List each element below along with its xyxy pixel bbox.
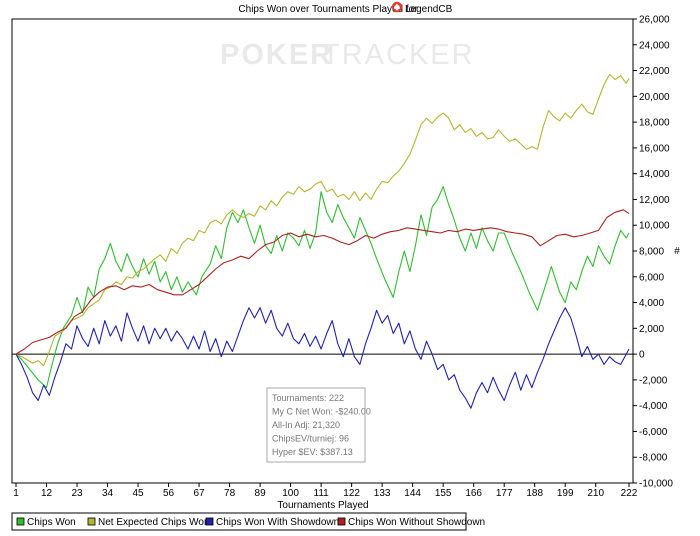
- x-axis-label: Tournaments Played: [277, 500, 368, 511]
- x-tick-label: 12: [41, 488, 53, 499]
- y-tick-label: 26,000: [639, 15, 670, 26]
- y-tick-label: -8,000: [639, 453, 668, 464]
- tooltip-line: Tournaments: 222: [272, 393, 344, 403]
- y-tick-label: 18,000: [639, 118, 670, 129]
- y-tick-label: 0: [639, 350, 645, 361]
- legend-label-chips-won-with-showdown: Chips Won With Showdown: [216, 517, 339, 528]
- x-tick-label: 133: [374, 488, 391, 499]
- y-tick-label: -6,000: [639, 427, 668, 438]
- legend-swatch-chips-won-with-showdown: [205, 517, 214, 526]
- tooltip-lines: Tournaments: 222 My C Net Won: -$240.00 Al…: [272, 393, 371, 457]
- y-tick-label: 4,000: [639, 298, 664, 309]
- pokertracker-watermark: POKER TRACKER: [220, 39, 475, 71]
- legend-frame: [11, 512, 467, 531]
- legend-label-chips-won-without-showdown: Chips Won Without Showdown: [348, 517, 485, 528]
- player-name: LegendCB: [405, 4, 453, 15]
- x-tick-label: 89: [255, 488, 267, 499]
- legend-swatch-chips-won: [16, 517, 25, 526]
- x-tick-label: 1: [13, 488, 19, 499]
- watermark-tracker: TRACKER: [322, 39, 475, 71]
- chart-title-text: Chips Won over Tournaments Played for: [238, 4, 418, 15]
- y-tick-label: 6,000: [639, 272, 664, 283]
- x-tick-label: 199: [557, 488, 574, 499]
- x-tick-label: 23: [71, 488, 83, 499]
- x-axis-ticks: 1 12 23 34 45 56 67 78 89 100 111 122 133 144 155 166 17…: [13, 483, 638, 499]
- pokerstars-spade-icon: [391, 1, 403, 13]
- y-tick-label: 14,000: [639, 169, 670, 180]
- x-tick-label: 45: [132, 488, 144, 499]
- tooltip-frame: [266, 387, 366, 463]
- series-line-chips-won-with-showdown: [15, 307, 630, 409]
- x-tick-label: 67: [194, 488, 206, 499]
- y-tick-label: 10,000: [639, 221, 670, 232]
- x-tick-label: 155: [435, 488, 452, 499]
- legend-label-chips-won: Chips Won: [27, 517, 76, 528]
- x-tick-label: 210: [587, 488, 604, 499]
- series-line-chips-won: [15, 186, 630, 389]
- tooltip-box: Tournaments: 222 My C Net Won: -$240.00 Al…: [266, 387, 371, 463]
- watermark-poker: POKER: [220, 39, 333, 71]
- x-tick-label: 78: [224, 488, 236, 499]
- y-axis-label: #: [674, 246, 680, 257]
- y-tick-label: 22,000: [639, 66, 670, 77]
- y-tick-label: 24,000: [639, 40, 670, 51]
- y-tick-label: 12,000: [639, 195, 670, 206]
- y-tick-label: 16,000: [639, 143, 670, 154]
- series-line-net-expected-chips-won: [15, 73, 630, 367]
- chart-title: Chips Won over Tournaments Played for Le…: [238, 1, 453, 15]
- x-tick-label: 166: [465, 488, 482, 499]
- y-tick-label: -2,000: [639, 375, 668, 386]
- legend-label-net-expected-chips-won: Net Expected Chips Won: [98, 517, 210, 528]
- y-tick-label: -10,000: [639, 479, 673, 490]
- y-tick-label: 8,000: [639, 247, 664, 258]
- legend-swatch-chips-won-without-showdown: [337, 517, 346, 526]
- x-tick-label: 100: [282, 488, 299, 499]
- tooltip-line: All-In Adj: 21,320: [272, 420, 340, 430]
- y-axis-ticks: -10,000 -8,000 -6,000 -4,000 -2,000 0 2,000 4,0…: [633, 15, 673, 490]
- tooltip-line: My C Net Won: -$240.00: [272, 407, 371, 417]
- legend-swatch-net-expected-chips-won: [87, 517, 96, 526]
- x-tick-label: 34: [102, 488, 114, 499]
- x-tick-label: 56: [163, 488, 175, 499]
- legend-items: Chips Won Net Expected Chips Won Chips Won…: [16, 517, 485, 528]
- x-tick-label: 222: [621, 488, 638, 499]
- y-tick-label: -4,000: [639, 401, 668, 412]
- series-line-chips-won-without-showdown: [15, 209, 630, 355]
- series-lines: [15, 73, 630, 409]
- y-tick-label: 20,000: [639, 92, 670, 103]
- x-tick-label: 144: [404, 488, 421, 499]
- tooltip-line: Hyper $EV: $387.13: [272, 447, 353, 457]
- x-tick-label: 122: [343, 488, 360, 499]
- x-tick-label: 111: [314, 488, 330, 499]
- y-tick-label: 2,000: [639, 324, 664, 335]
- x-tick-label: 188: [526, 488, 543, 499]
- x-tick-label: 177: [496, 488, 513, 499]
- tooltip-line: ChipsEV/turniej: 96: [272, 434, 349, 444]
- legend: Chips Won Net Expected Chips Won Chips Won…: [11, 512, 485, 531]
